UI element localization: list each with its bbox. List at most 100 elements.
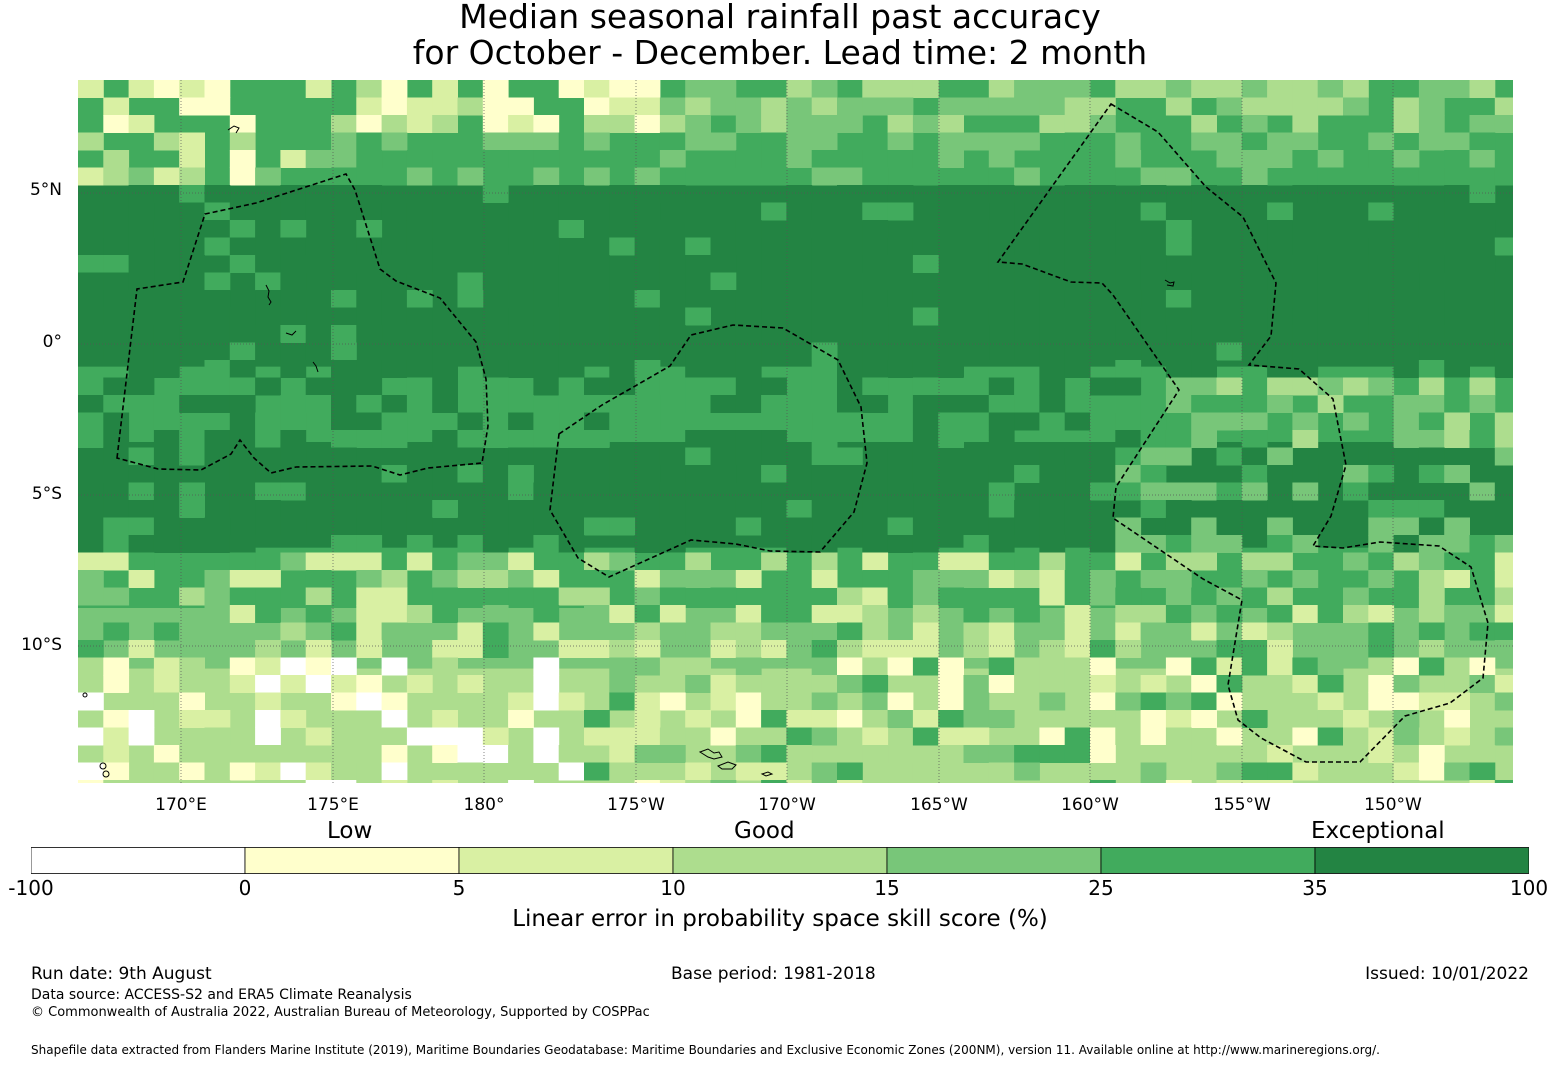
skill-cell [1165,237,1192,256]
skill-cell [1267,220,1293,238]
graticule [78,80,1513,783]
skill-cell [862,220,889,238]
skill-cell [153,657,180,676]
skill-cell [685,465,711,483]
skill-cell [837,377,863,396]
skill-cell [1090,640,1116,658]
skill-cell [1064,360,1091,378]
skill-cell [963,622,990,641]
skill-cell [887,202,914,221]
skill-cell [584,622,610,641]
skill-cell [1064,185,1091,203]
skill-cell [1140,202,1167,221]
skill-cell [1241,622,1268,641]
skill-cell [1292,80,1319,98]
skill-cell [1317,167,1344,186]
skill-cell [305,377,332,396]
skill-cell [710,290,737,308]
skill-cell [938,185,964,203]
skill-cell [1368,185,1395,203]
skill-cell [482,535,509,553]
skill-cell [963,185,990,203]
skill-cell [1216,377,1243,396]
skill-cell [229,430,256,448]
skill-cell [1140,307,1167,326]
skill-cell [305,202,332,221]
skill-cell [811,500,838,518]
skill-cell [862,535,889,553]
skill-cell [103,675,130,693]
skill-cell [482,570,509,588]
skill-cell [103,657,130,676]
skill-cell [1191,535,1217,553]
skill-cell [558,745,585,763]
skill-cell [280,622,307,641]
skill-cell [1267,640,1293,658]
skill-cell [1317,150,1344,168]
skill-cell [406,552,433,571]
skill-cell [406,727,433,746]
skill-cell [153,395,180,413]
skill-cell [255,430,281,448]
skill-cell [887,692,914,711]
skill-cell [229,150,256,168]
skill-cell [1090,482,1116,501]
skill-cell [938,97,964,116]
skill-cell [837,290,863,308]
skill-cell [1368,640,1395,658]
skill-cell [204,97,231,116]
skill-cell [1014,657,1040,676]
skill-cell [457,640,484,658]
skill-cell [1165,605,1192,623]
skill-cell [204,430,231,448]
skill-cell [988,185,1015,203]
skill-cell [1241,132,1268,151]
skill-cell [128,80,155,98]
skill-cell [1241,115,1268,133]
skill-cell [558,395,585,413]
skill-cell [609,727,636,746]
skill-cell [811,780,838,783]
skill-cell [78,237,104,256]
skill-cell [862,377,889,396]
skill-cell [280,237,307,256]
skill-cell [1393,430,1420,448]
skill-cell [153,220,180,238]
skill-cell [204,342,231,361]
skill-cell [761,780,787,783]
skill-cell [811,762,838,781]
skill-cell [1317,692,1344,711]
skill-cell [406,465,433,483]
lon-label-150w: 150°W [1364,795,1422,815]
skill-cell [179,150,205,168]
skill-cell [710,727,737,746]
skill-cell [887,657,914,676]
skill-cell [1039,220,1066,238]
skill-cell [1292,430,1319,448]
skill-cell [1216,220,1243,238]
skill-cell [1140,132,1167,151]
skill-cell [1090,97,1116,116]
skill-cell [1267,465,1293,483]
skill-cell [685,675,711,693]
skill-cell [887,150,914,168]
skill-cell [1115,80,1142,98]
skill-cell [153,692,180,711]
skill-cell [584,290,610,308]
skill-cell [381,500,408,518]
skill-cell [659,745,686,763]
skill-cell [1090,745,1116,763]
skill-cell [1216,395,1243,413]
skill-cell [1469,167,1496,186]
skill-cell [837,447,863,466]
skill-cell [862,570,889,588]
skill-cell [432,80,458,98]
skill-cell [1292,150,1319,168]
skill-cell [1191,622,1217,641]
skill-cell [1216,605,1243,623]
skill-cell [584,517,610,536]
skill-cell [1064,290,1091,308]
skill-cell [255,605,281,623]
skill-cell [1216,657,1243,676]
skill-cell [533,342,560,361]
